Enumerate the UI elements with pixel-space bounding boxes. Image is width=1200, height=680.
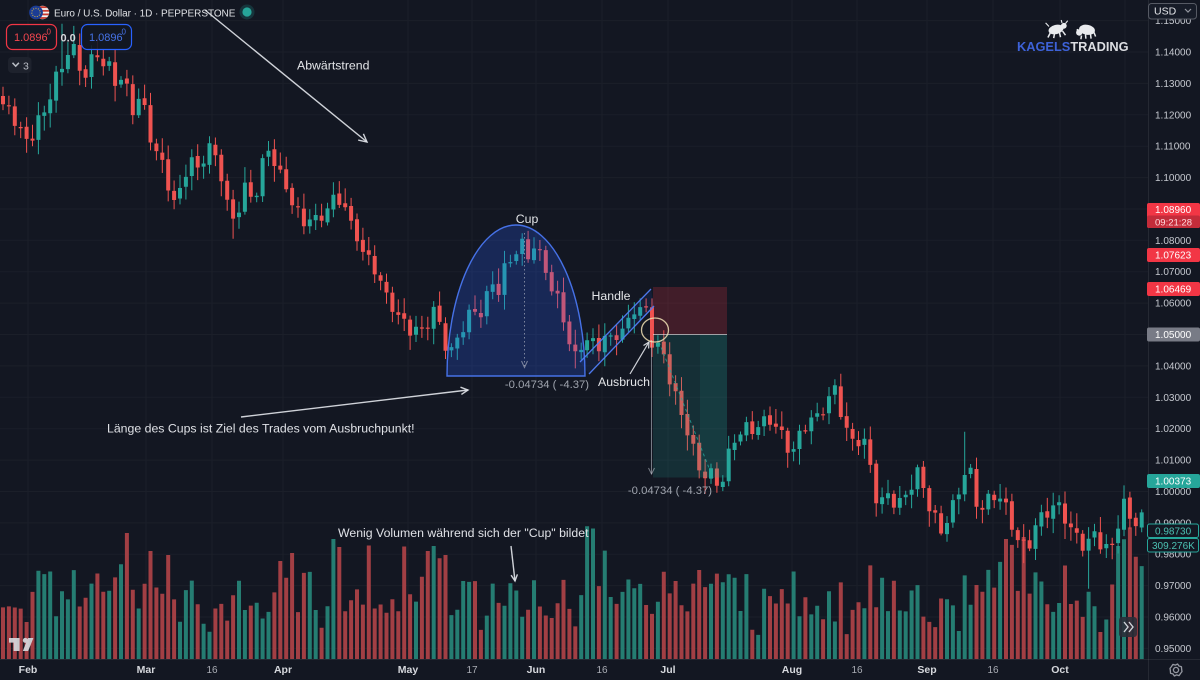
- svg-text:-0.04734 ( -4.37): -0.04734 ( -4.37): [628, 485, 712, 497]
- svg-text:Mar: Mar: [137, 664, 156, 676]
- svg-text:KAGELSTRADING: KAGELSTRADING: [1017, 39, 1129, 54]
- svg-text:USD: USD: [1154, 6, 1177, 18]
- svg-text:1.10000: 1.10000: [1155, 173, 1192, 184]
- svg-text:0.98000: 0.98000: [1155, 550, 1192, 561]
- svg-text:1.02000: 1.02000: [1155, 424, 1192, 435]
- svg-text:Euro / U.S. Dollar · 1D · PEPP: Euro / U.S. Dollar · 1D · PEPPERSTONE: [54, 9, 236, 20]
- svg-text:16: 16: [987, 665, 999, 676]
- svg-text:0.0: 0.0: [61, 33, 76, 45]
- svg-text:1.05000: 1.05000: [1155, 330, 1192, 341]
- svg-text:1.01000: 1.01000: [1155, 456, 1192, 467]
- svg-text:Ausbruch: Ausbruch: [598, 375, 650, 389]
- svg-text:Sep: Sep: [917, 664, 936, 676]
- svg-text:0.98730: 0.98730: [1155, 527, 1192, 538]
- svg-text:1.14000: 1.14000: [1155, 48, 1192, 59]
- svg-text:16: 16: [596, 665, 608, 676]
- svg-text:16: 16: [851, 665, 863, 676]
- svg-text:Jun: Jun: [527, 664, 546, 676]
- svg-text:1.13000: 1.13000: [1155, 79, 1192, 90]
- svg-text:1.0896: 1.0896: [14, 32, 48, 44]
- svg-text:16: 16: [206, 665, 218, 676]
- svg-text:0: 0: [122, 28, 127, 37]
- svg-text:17: 17: [466, 665, 478, 676]
- svg-text:0.97000: 0.97000: [1155, 581, 1192, 592]
- svg-text:May: May: [398, 664, 419, 676]
- svg-text:09:21:28: 09:21:28: [1155, 218, 1192, 229]
- svg-text:Cup: Cup: [516, 212, 539, 226]
- svg-text:0.95000: 0.95000: [1155, 644, 1192, 655]
- svg-text:0: 0: [47, 28, 52, 37]
- svg-text:1.06000: 1.06000: [1155, 299, 1192, 310]
- svg-text:1.00000: 1.00000: [1155, 487, 1192, 498]
- svg-text:-0.04734 ( -4.37): -0.04734 ( -4.37): [505, 379, 589, 391]
- svg-text:1.00373: 1.00373: [1155, 477, 1192, 488]
- svg-text:Handle: Handle: [592, 289, 631, 303]
- svg-text:Oct: Oct: [1051, 664, 1069, 676]
- svg-text:Feb: Feb: [19, 664, 38, 676]
- svg-text:Abwärtstrend: Abwärtstrend: [297, 59, 370, 73]
- svg-text:Wenig Volumen während sich der: Wenig Volumen während sich der "Cup" bil…: [338, 526, 589, 540]
- svg-text:Aug: Aug: [782, 664, 802, 676]
- svg-text:1.0896: 1.0896: [89, 32, 123, 44]
- svg-text:0.96000: 0.96000: [1155, 613, 1192, 624]
- svg-text:1.03000: 1.03000: [1155, 393, 1192, 404]
- svg-text:3: 3: [23, 61, 29, 73]
- svg-text:309.276K: 309.276K: [1152, 541, 1195, 552]
- svg-text:1.07623: 1.07623: [1155, 251, 1192, 262]
- svg-text:1.07000: 1.07000: [1155, 267, 1192, 278]
- svg-text:1.08000: 1.08000: [1155, 236, 1192, 247]
- svg-text:1.04000: 1.04000: [1155, 361, 1192, 372]
- svg-text:Apr: Apr: [274, 664, 292, 676]
- svg-text:1.06469: 1.06469: [1155, 285, 1192, 296]
- svg-text:Länge des Cups ist Ziel des Tr: Länge des Cups ist Ziel des Trades vom A…: [107, 422, 415, 436]
- svg-text:1.12000: 1.12000: [1155, 110, 1192, 121]
- svg-text:Jul: Jul: [660, 664, 675, 676]
- svg-text:1.11000: 1.11000: [1155, 142, 1191, 153]
- svg-text:1.08960: 1.08960: [1155, 205, 1192, 216]
- svg-text:1.15000: 1.15000: [1155, 16, 1192, 27]
